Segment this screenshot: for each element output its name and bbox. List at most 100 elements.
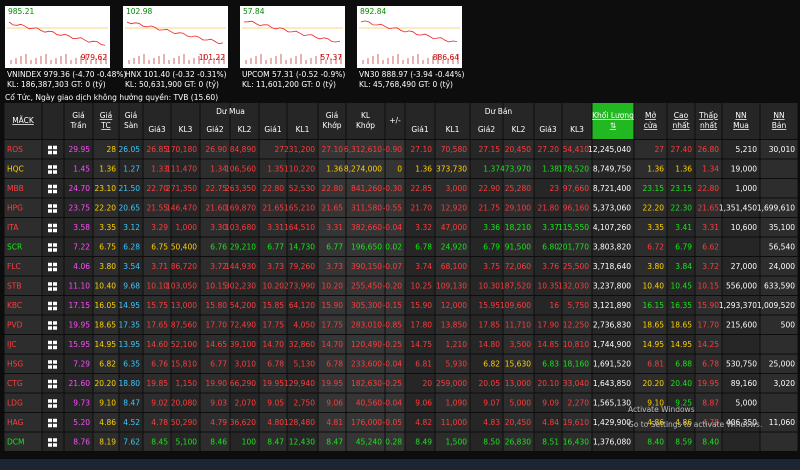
chart-icon[interactable] [48,150,52,155]
symbol[interactable]: ROS [7,145,23,154]
chart-icon[interactable] [48,379,52,384]
chart-icon[interactable] [53,262,57,267]
chart-icon[interactable] [48,287,52,291]
column-header[interactable]: nhất [672,121,689,130]
column-header[interactable]: Thấp [698,111,718,120]
chart-icon[interactable] [53,404,57,408]
chart-icon[interactable] [48,301,52,306]
chart-icon[interactable] [48,170,52,174]
column-header[interactable]: Khối Lượng [592,111,634,120]
chart-icon[interactable] [53,228,57,233]
column-header[interactable]: nhất [700,121,717,130]
column-header[interactable]: KL1 [296,125,310,134]
column-header[interactable]: cửa [644,121,657,130]
chart-icon[interactable] [53,287,57,291]
symbol[interactable]: MBB [7,184,24,193]
chart-icon[interactable] [53,345,57,350]
chart-icon[interactable] [48,326,52,330]
chart-icon[interactable] [53,243,57,247]
chart-icon[interactable] [48,340,52,345]
column-header[interactable]: NN [773,111,784,120]
chart-icon[interactable] [53,189,57,194]
chart-icon[interactable] [48,345,52,350]
chart-icon[interactable] [48,399,52,403]
column-header[interactable]: KL2 [512,125,526,134]
chart-icon[interactable] [53,301,57,306]
chart-icon[interactable] [48,204,52,208]
chart-icon[interactable] [48,438,52,442]
index-chart[interactable] [5,6,110,68]
chart-icon[interactable] [48,189,52,194]
chart-icon[interactable] [53,150,57,155]
column-header[interactable]: Trần [70,121,87,130]
chart-icon[interactable] [53,223,57,228]
chart-icon[interactable] [53,384,57,389]
column-header[interactable]: KL2 [238,125,252,134]
chart-icon[interactable] [48,165,52,169]
chart-icon[interactable] [53,438,57,442]
chart-icon[interactable] [48,443,52,447]
column-header[interactable]: Bán [772,121,787,130]
chart-icon[interactable] [53,399,57,403]
column-header[interactable]: KL3 [179,125,193,134]
chart-icon[interactable] [48,282,52,286]
chart-icon[interactable] [53,184,57,189]
chart-icon[interactable] [53,165,57,169]
symbol[interactable]: ITA [7,223,19,232]
symbol[interactable]: HSG [7,359,23,368]
chart-icon[interactable] [53,379,57,384]
chart-icon[interactable] [53,282,57,286]
index-chart[interactable] [123,6,228,68]
column-header[interactable]: MÃCK [12,116,35,125]
chart-icon[interactable] [48,423,52,428]
chart-icon[interactable] [48,248,52,252]
column-header[interactable]: TC [100,121,110,130]
column-header[interactable]: Khớp [322,121,341,130]
chart-icon[interactable] [48,360,52,364]
column-header[interactable]: +/- [389,116,401,125]
column-header[interactable]: NN [735,111,746,120]
column-header[interactable]: Mở [645,111,656,120]
column-header[interactable]: Giá [326,111,339,120]
column-header[interactable]: KL [361,111,371,120]
symbol[interactable]: HPG [7,203,23,212]
symbol[interactable]: LDG [7,398,23,407]
chart-icon[interactable] [53,365,57,369]
chart-icon[interactable] [48,306,52,311]
symbol[interactable]: HQC [7,164,24,173]
column-header[interactable]: Giá [100,111,113,120]
chart-icon[interactable] [53,145,57,150]
chart-icon[interactable] [48,228,52,233]
chart-icon[interactable] [53,306,57,311]
column-header[interactable]: ⇅ [610,121,617,130]
chart-icon[interactable] [48,365,52,369]
chart-icon[interactable] [53,170,57,174]
chart-icon[interactable] [53,418,57,423]
chart-icon[interactable] [53,248,57,252]
chart-icon[interactable] [53,267,57,272]
chart-icon[interactable] [48,267,52,272]
chart-icon[interactable] [48,145,52,150]
column-header[interactable]: Giá3 [539,125,556,134]
chart-icon[interactable] [48,404,52,408]
symbol[interactable]: HAG [7,418,24,427]
chart-icon[interactable] [48,184,52,189]
column-header[interactable]: Khớp [356,121,375,130]
symbol[interactable]: DCM [7,437,24,446]
chart-icon[interactable] [53,360,57,364]
column-header[interactable]: Giá2 [478,125,495,134]
chart-icon[interactable] [53,204,57,208]
column-header[interactable]: Giá3 [148,125,165,134]
symbol[interactable]: PVD [7,320,23,329]
symbol[interactable]: STB [7,281,22,290]
symbol[interactable]: SCR [7,242,22,251]
chart-icon[interactable] [48,243,52,247]
chart-icon[interactable] [48,321,52,325]
symbol[interactable]: CTG [7,379,23,388]
column-header[interactable]: Giá [125,111,138,120]
chart-icon[interactable] [53,321,57,325]
chart-icon[interactable] [48,384,52,389]
chart-icon[interactable] [53,326,57,330]
column-header[interactable]: KL3 [570,125,584,134]
chart-icon[interactable] [48,418,52,423]
